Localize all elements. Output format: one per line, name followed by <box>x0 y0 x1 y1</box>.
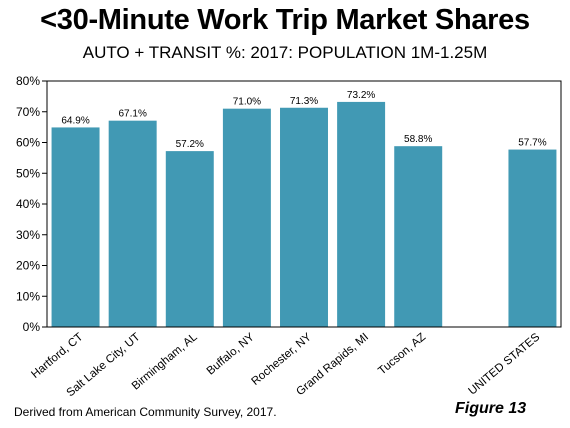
bar-value-label: 67.1% <box>118 109 146 120</box>
x-tick-label: UNITED STATES <box>466 331 542 398</box>
y-tick-label: 80% <box>16 74 40 88</box>
bar-value-label: 57.2% <box>176 139 204 150</box>
bar-value-label: 58.8% <box>404 134 432 145</box>
y-tick-label: 0% <box>23 320 41 334</box>
y-tick-label: 50% <box>16 166 40 180</box>
bar-value-label: 64.9% <box>61 115 89 126</box>
y-tick-label: 70% <box>16 105 40 119</box>
source-note: Derived from American Community Survey, … <box>14 405 277 419</box>
bar <box>337 101 386 327</box>
value-labels-group: 64.9% 67.1% 57.2% 71.0% 71.3% 73.2% 58.8% 57.7% <box>61 90 546 150</box>
bars-group <box>51 101 557 328</box>
bar-value-label: 71.3% <box>290 96 318 107</box>
chart-subtitle: AUTO + TRANSIT %: 2017: POPULATION 1M-1.… <box>82 43 488 62</box>
y-tick-label: 20% <box>16 259 40 273</box>
bar <box>508 149 557 327</box>
bar-chart: 0% 10% 20% 30% 40% 50% 60% 70% 80% 64.9% 67.1% 57.… <box>16 74 562 400</box>
bar-value-label: 71.0% <box>233 97 261 108</box>
y-tick-label: 60% <box>16 136 40 150</box>
x-tick-label: Buffalo, NY <box>205 331 257 378</box>
bar <box>51 127 100 328</box>
plot-border <box>46 80 562 328</box>
chart-title: <30-Minute Work Trip Market Shares <box>40 4 530 36</box>
bar <box>165 151 214 327</box>
y-tick-label: 40% <box>16 197 40 211</box>
bar <box>280 107 328 327</box>
figure-label: Figure 13 <box>455 400 527 417</box>
bar <box>222 108 271 327</box>
bar <box>394 146 443 327</box>
plot-frame <box>46 80 562 328</box>
x-tick-label: Tucson, AZ <box>376 331 428 377</box>
y-tick-label: 10% <box>16 289 40 303</box>
bar <box>108 120 157 327</box>
bar-value-label: 57.7% <box>518 138 546 149</box>
bar-value-label: 73.2% <box>347 90 375 101</box>
y-tick-label: 30% <box>16 228 40 242</box>
y-axis: 0% 10% 20% 30% 40% 50% 60% 70% 80% <box>16 74 47 334</box>
x-tick-label: Hartford, CT <box>29 331 85 381</box>
